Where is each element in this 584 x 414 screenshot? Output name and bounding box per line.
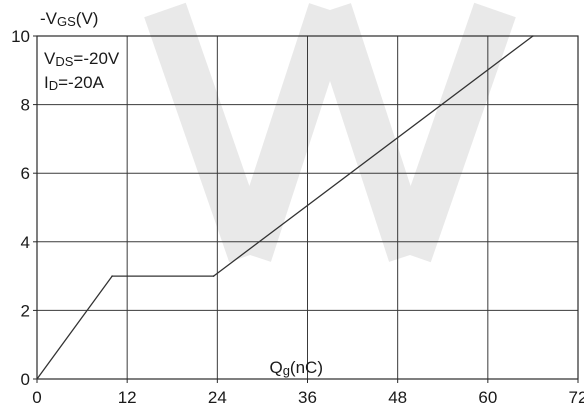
- series-line: [36, 35, 534, 380]
- y-axis-label: -VGS(V): [40, 9, 98, 29]
- x-tick-label: 48: [388, 388, 407, 407]
- y-tick-label: 4: [21, 233, 30, 252]
- condition-annotation: VDS=-20V: [44, 49, 120, 69]
- x-tick-label: 12: [118, 388, 137, 407]
- y-tick-label: 0: [21, 370, 30, 389]
- watermark-stroke: [309, 3, 431, 262]
- watermark-stroke: [144, 2, 271, 263]
- x-tick-label: 0: [32, 388, 41, 407]
- x-tick-label: 36: [298, 388, 317, 407]
- x-tick-label: 60: [478, 388, 497, 407]
- grid: [37, 36, 578, 379]
- watermark-stroke: [229, 3, 351, 262]
- y-tick-label: 10: [11, 27, 30, 46]
- x-tick-label: 24: [208, 388, 227, 407]
- data-point: [111, 275, 113, 277]
- y-tick-label: 6: [21, 164, 30, 183]
- condition-annotation: ID=-20A: [44, 73, 105, 93]
- y-tick-label: 2: [21, 301, 30, 320]
- plot-frame: [33, 35, 579, 383]
- annotations: VDS=-20V ID=-20A: [44, 49, 120, 93]
- watermark: [144, 2, 516, 263]
- axis-labels: -VGS(V) Qg(nC): [40, 9, 323, 378]
- x-tick-label: 72: [569, 388, 584, 407]
- series-layer: [36, 35, 534, 380]
- data-point: [36, 378, 38, 380]
- data-point: [212, 275, 215, 277]
- y-tick-label: 8: [21, 96, 30, 115]
- x-axis-label: Qg(nC): [269, 358, 323, 378]
- watermark-stroke: [389, 2, 516, 263]
- data-point: [532, 35, 534, 37]
